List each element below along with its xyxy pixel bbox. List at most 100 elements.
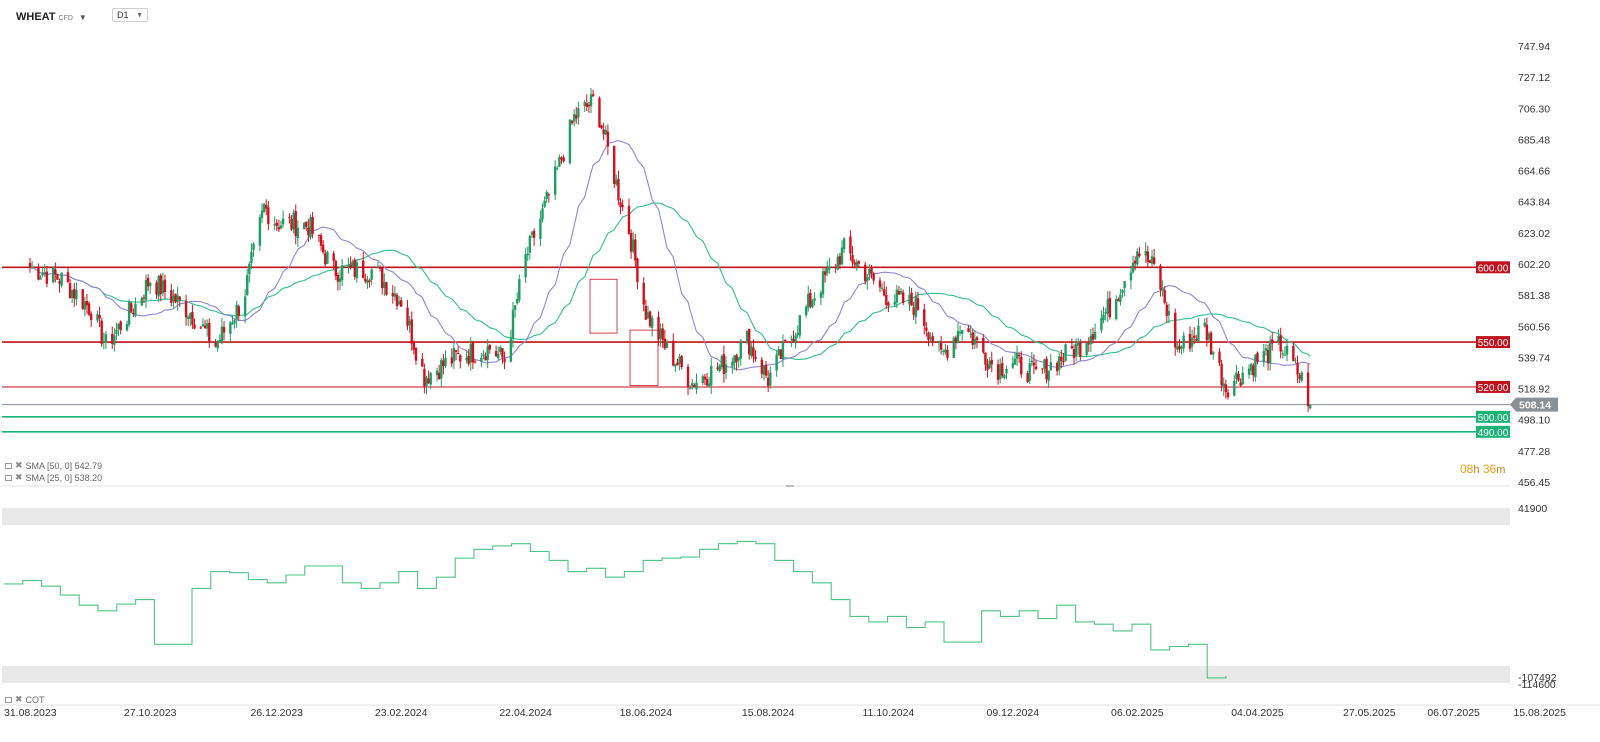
candle-body[interactable]: [1058, 356, 1061, 370]
candle-body[interactable]: [89, 313, 93, 320]
candle-body[interactable]: [598, 97, 601, 128]
candle-body[interactable]: [471, 341, 475, 363]
level-tag-550.00[interactable]: [1476, 336, 1510, 349]
candle-body[interactable]: [1167, 311, 1171, 316]
candle-body[interactable]: [944, 349, 947, 353]
candle-body[interactable]: [840, 247, 844, 265]
candle-body[interactable]: [189, 313, 192, 319]
candle-body[interactable]: [583, 101, 586, 107]
candle-body[interactable]: [1100, 318, 1103, 331]
candle-body[interactable]: [1079, 342, 1082, 357]
candle-body[interactable]: [834, 267, 837, 269]
candle-body[interactable]: [568, 119, 572, 164]
candle-body[interactable]: [855, 261, 858, 267]
candle-body[interactable]: [864, 264, 867, 282]
candle-body[interactable]: [956, 331, 960, 343]
candle-body[interactable]: [378, 266, 382, 269]
candle-body[interactable]: [178, 296, 181, 300]
candle-body[interactable]: [370, 269, 373, 280]
candle-body[interactable]: [397, 301, 401, 305]
caret-down-icon[interactable]: ▼: [78, 12, 87, 22]
candle-body[interactable]: [688, 387, 692, 389]
candle-body[interactable]: [887, 302, 890, 306]
candle-body[interactable]: [250, 251, 253, 264]
candle-body[interactable]: [60, 272, 63, 286]
candle-body[interactable]: [73, 289, 76, 299]
candle-body[interactable]: [766, 377, 770, 386]
candle-body[interactable]: [465, 357, 468, 361]
candle-body[interactable]: [1252, 365, 1255, 376]
close-icon[interactable]: ✖: [15, 460, 23, 470]
candle-body[interactable]: [1247, 368, 1251, 375]
candle-body[interactable]: [503, 358, 506, 362]
candle-body[interactable]: [381, 268, 384, 288]
candle-body[interactable]: [184, 300, 188, 318]
candle-body[interactable]: [1017, 354, 1021, 357]
candle-body[interactable]: [102, 341, 106, 343]
range-box[interactable]: [629, 329, 659, 386]
candle-body[interactable]: [444, 357, 447, 366]
candle-body[interactable]: [203, 325, 207, 328]
candle-body[interactable]: [155, 282, 158, 295]
candle-body[interactable]: [127, 301, 131, 325]
candle-body[interactable]: [613, 145, 616, 184]
candle-body[interactable]: [376, 266, 380, 268]
candle-body[interactable]: [355, 262, 359, 279]
candle-body[interactable]: [988, 360, 991, 369]
candle-body[interactable]: [1138, 253, 1141, 257]
candle-body[interactable]: [85, 300, 89, 306]
candle-body[interactable]: [1064, 344, 1067, 361]
candle-body[interactable]: [1241, 372, 1244, 385]
candle-body[interactable]: [722, 354, 726, 374]
candle-body[interactable]: [440, 359, 443, 379]
candle-body[interactable]: [1306, 372, 1310, 407]
candle-body[interactable]: [585, 103, 588, 107]
candle-body[interactable]: [326, 252, 329, 264]
candle-body[interactable]: [1020, 356, 1023, 375]
candle-body[interactable]: [435, 370, 439, 376]
candle-body[interactable]: [467, 355, 470, 364]
candle-body[interactable]: [279, 225, 283, 229]
candle-body[interactable]: [882, 289, 886, 296]
candle-body[interactable]: [1262, 351, 1266, 363]
candle-body[interactable]: [54, 269, 57, 275]
candle-body[interactable]: [518, 279, 521, 301]
candle-body[interactable]: [1180, 347, 1183, 349]
candle-body[interactable]: [473, 361, 477, 363]
candle-body[interactable]: [45, 271, 49, 284]
candle-body[interactable]: [998, 364, 1002, 379]
candle-body[interactable]: [288, 217, 291, 219]
candle-body[interactable]: [1119, 294, 1122, 303]
candle-body[interactable]: [174, 293, 177, 303]
candle-body[interactable]: [693, 385, 696, 388]
candle-body[interactable]: [201, 324, 205, 327]
candle-body[interactable]: [885, 295, 888, 305]
candle-body[interactable]: [193, 324, 196, 329]
candle-body[interactable]: [488, 344, 491, 350]
candle-body[interactable]: [1237, 373, 1240, 381]
candle-body[interactable]: [1266, 349, 1270, 364]
candle-body[interactable]: [385, 282, 388, 295]
candle-body[interactable]: [1055, 362, 1059, 372]
candle-body[interactable]: [130, 303, 133, 312]
candle-body[interactable]: [1178, 345, 1181, 350]
candle-body[interactable]: [971, 332, 974, 345]
candle-body[interactable]: [676, 362, 679, 366]
candle-body[interactable]: [75, 290, 78, 300]
candle-body[interactable]: [1093, 332, 1097, 340]
candle-body[interactable]: [661, 328, 664, 340]
candle-body[interactable]: [1011, 363, 1015, 368]
candle-body[interactable]: [1239, 382, 1242, 386]
candle-body[interactable]: [368, 280, 371, 282]
candle-body[interactable]: [231, 323, 234, 325]
candle-body[interactable]: [218, 339, 222, 343]
candle-body[interactable]: [216, 341, 219, 349]
candle-body[interactable]: [383, 281, 386, 288]
candle-body[interactable]: [140, 297, 143, 306]
candle-body[interactable]: [632, 239, 635, 252]
candle-body[interactable]: [1123, 281, 1126, 289]
candle-body[interactable]: [1209, 332, 1213, 355]
candle-body[interactable]: [849, 236, 852, 254]
candle-body[interactable]: [589, 94, 593, 107]
candle-body[interactable]: [157, 275, 160, 297]
